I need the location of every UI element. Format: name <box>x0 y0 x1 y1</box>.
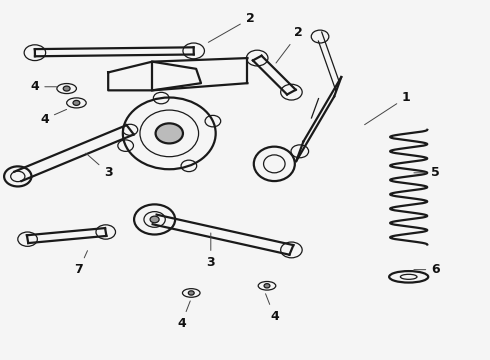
Circle shape <box>73 100 80 105</box>
Circle shape <box>156 123 183 143</box>
Text: 6: 6 <box>414 263 440 276</box>
Text: 3: 3 <box>86 153 113 179</box>
Text: 4: 4 <box>40 109 67 126</box>
Circle shape <box>188 291 194 295</box>
Circle shape <box>150 216 159 223</box>
Text: 2: 2 <box>208 12 254 42</box>
Text: 5: 5 <box>414 166 440 179</box>
Text: 4: 4 <box>266 294 279 323</box>
Circle shape <box>63 86 70 91</box>
Text: 7: 7 <box>74 251 88 276</box>
Text: 4: 4 <box>30 80 56 93</box>
Text: 1: 1 <box>365 91 411 125</box>
Circle shape <box>264 284 270 288</box>
Text: 2: 2 <box>276 27 303 63</box>
Text: 3: 3 <box>206 233 215 269</box>
Text: 4: 4 <box>177 301 190 330</box>
